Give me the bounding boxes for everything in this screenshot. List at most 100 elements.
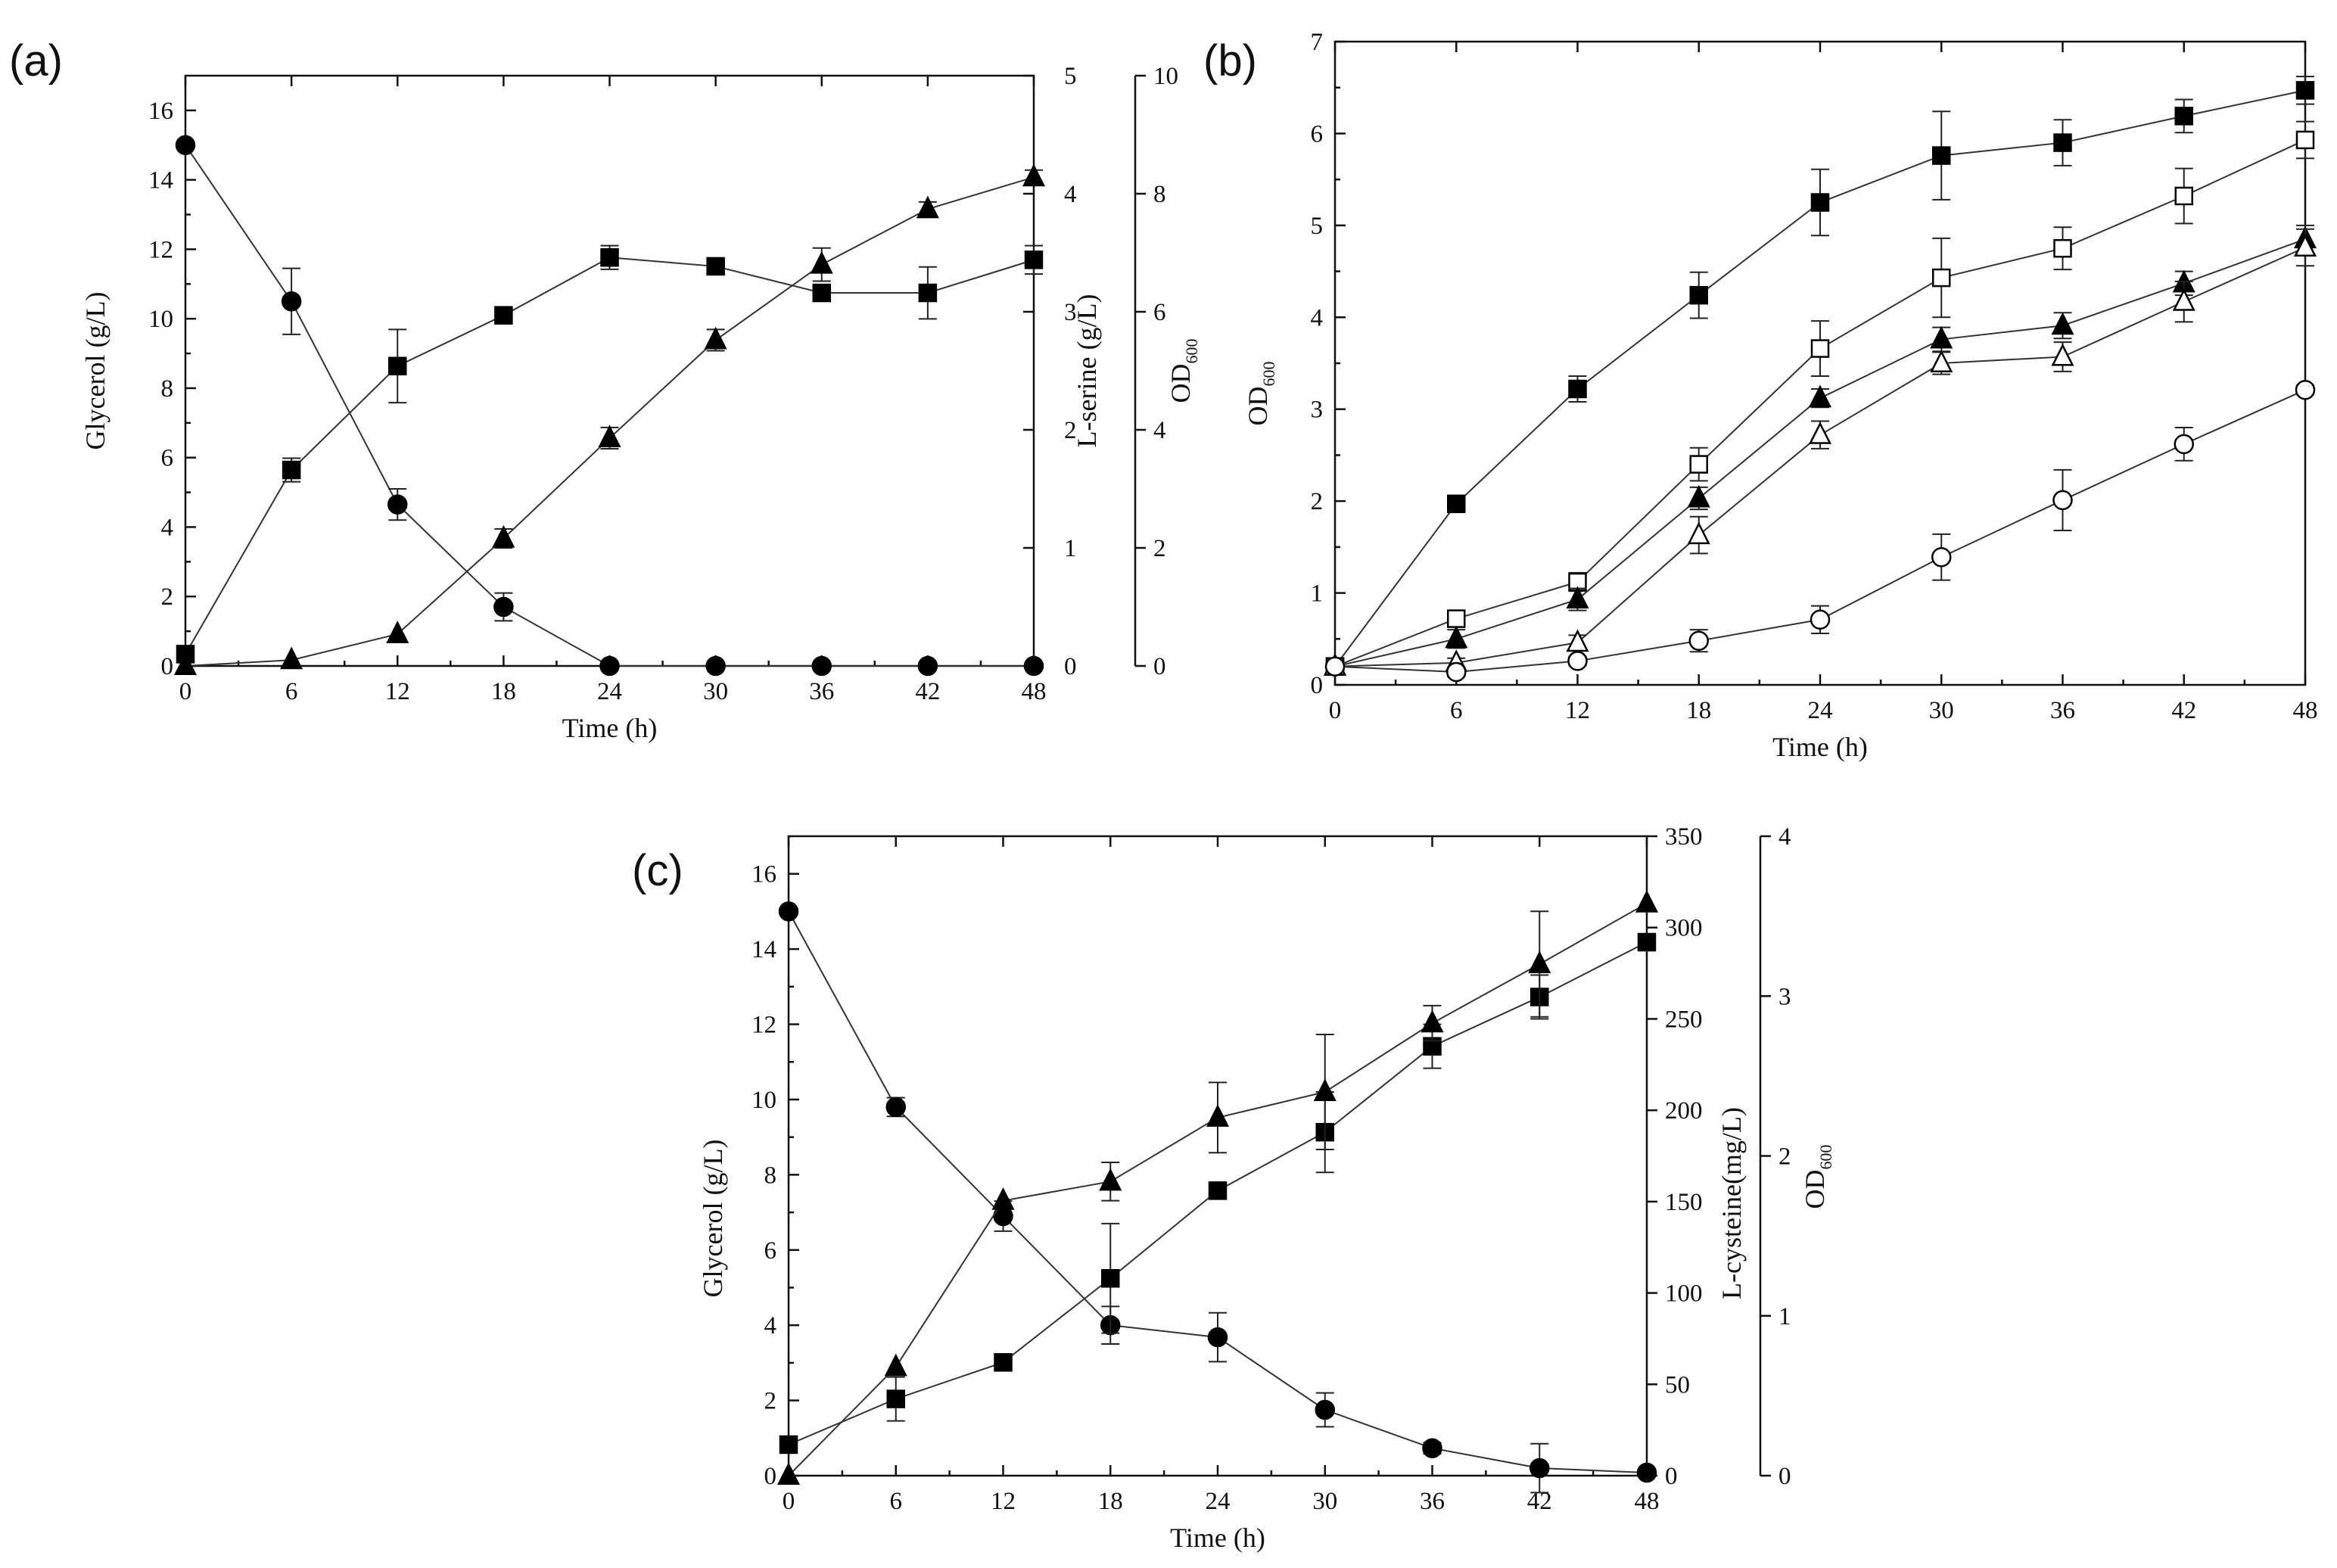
y-tick-label: 12 xyxy=(148,236,173,263)
y-tick-label: 16 xyxy=(752,861,776,888)
x-tick-label: 30 xyxy=(1929,697,1954,724)
y-tick-label: 2 xyxy=(161,583,174,611)
data-point xyxy=(778,901,799,922)
x-axis-title: Time (h) xyxy=(1772,732,1868,762)
data-point xyxy=(1099,1168,1122,1191)
data-point xyxy=(493,596,514,618)
y-tick-label-right2: 2 xyxy=(1778,1143,1791,1171)
data-point xyxy=(280,646,303,670)
data-point xyxy=(1932,268,1951,288)
data-point xyxy=(1689,455,1708,474)
data-point xyxy=(492,524,515,548)
data-point xyxy=(2293,234,2317,257)
data-point xyxy=(918,283,938,303)
y-tick-label: 5 xyxy=(1311,213,1324,240)
data-point xyxy=(917,655,938,677)
data-point xyxy=(1101,1269,1120,1288)
data-point xyxy=(1932,146,1951,165)
x-tick-label: 0 xyxy=(179,678,192,705)
data-point xyxy=(1324,656,1346,677)
data-point xyxy=(1208,1181,1228,1200)
data-point xyxy=(886,1389,905,1408)
y-axis-title-right1: L-serine (g/L) xyxy=(1072,294,1102,448)
y-tick-label-right1: 5 xyxy=(1064,63,1077,90)
data-point xyxy=(2174,186,2193,206)
data-point xyxy=(388,356,407,376)
data-point xyxy=(811,655,832,677)
x-tick-label: 0 xyxy=(783,1488,795,1515)
data-point xyxy=(494,306,513,325)
y-tick-label-right1: 300 xyxy=(1665,915,1703,942)
x-tick-label: 18 xyxy=(1686,697,1711,724)
x-tick-label: 36 xyxy=(809,678,834,705)
data-point xyxy=(1421,1010,1444,1033)
x-tick-label: 0 xyxy=(1329,697,1342,724)
y-axis-title-left: Glycerol (g/L) xyxy=(80,292,110,450)
data-point xyxy=(1446,661,1467,683)
y-axis-title-left: Glycerol (g/L) xyxy=(698,1140,728,1298)
x-tick-label: 6 xyxy=(890,1488,903,1515)
y-tick-label-right1: 50 xyxy=(1665,1371,1690,1398)
y-tick-label-right1: 1 xyxy=(1064,535,1077,562)
y-tick-label-right2: 0 xyxy=(1153,653,1166,680)
y-tick-label: 6 xyxy=(1311,120,1324,148)
data-point xyxy=(1637,932,1657,952)
data-point xyxy=(2053,133,2072,152)
y-tick-label: 10 xyxy=(752,1087,776,1114)
y-tick-label-right1: 200 xyxy=(1665,1097,1703,1125)
y-axis-title-subscript: 600 xyxy=(1259,362,1278,387)
y-axis-title-right1: L-cysteine(mg/L) xyxy=(1716,1107,1747,1299)
series-l-serine xyxy=(173,163,1046,676)
data-point xyxy=(1688,630,1709,651)
y-tick-label-right2: 10 xyxy=(1153,63,1178,90)
y-tick-label-right1: 350 xyxy=(1665,823,1703,851)
x-tick-label: 18 xyxy=(491,678,516,705)
y-tick-label: 4 xyxy=(161,514,174,541)
data-point xyxy=(779,1435,798,1454)
y-tick-label-right1: 100 xyxy=(1665,1280,1703,1308)
y-tick-label-right2: 3 xyxy=(1778,983,1791,1010)
data-point xyxy=(281,291,302,312)
y-tick-label-right2: 6 xyxy=(1153,299,1166,326)
data-point xyxy=(1810,609,1831,630)
data-point xyxy=(776,1462,801,1486)
series-line xyxy=(1334,247,2306,667)
y-tick-label: 12 xyxy=(752,1012,776,1039)
data-point xyxy=(916,195,939,219)
data-point xyxy=(1687,521,1710,545)
data-point xyxy=(1689,285,1708,305)
data-point xyxy=(2174,434,2194,455)
data-point xyxy=(1313,1078,1337,1102)
panel-label: (b) xyxy=(1203,36,1257,86)
series-open-circle xyxy=(1324,379,2316,683)
data-point xyxy=(1930,350,1953,373)
series-l-cysteine xyxy=(779,932,1657,1454)
y-axis-title-right2: OD600 xyxy=(1800,1145,1835,1209)
data-point xyxy=(598,425,621,447)
y-tick-label-right2: 1 xyxy=(1778,1303,1791,1330)
y-tick-label-right1: 0 xyxy=(1665,1463,1678,1490)
data-point xyxy=(706,257,725,276)
data-point xyxy=(1207,1327,1228,1348)
y-tick-label-right2: 8 xyxy=(1153,181,1166,208)
y-tick-label-right2: 2 xyxy=(1153,535,1166,562)
x-tick-label: 48 xyxy=(2293,697,2318,724)
x-tick-label: 18 xyxy=(1098,1488,1123,1515)
x-tick-label: 24 xyxy=(597,678,622,705)
data-point xyxy=(704,326,727,350)
data-point xyxy=(1447,609,1466,628)
y-tick-label: 6 xyxy=(764,1237,777,1265)
series-glycerol xyxy=(175,135,1044,677)
y-tick-label: 2 xyxy=(764,1388,777,1415)
plot-frame xyxy=(787,835,1648,1477)
y-tick-label: 0 xyxy=(764,1463,777,1490)
data-point xyxy=(885,1097,906,1118)
data-point xyxy=(1529,1458,1550,1479)
panel-label: (c) xyxy=(632,846,683,895)
y-tick-label-right1: 0 xyxy=(1064,653,1077,680)
y-axis-title-subscript: 600 xyxy=(1816,1145,1835,1170)
x-tick-label: 42 xyxy=(2171,697,2196,724)
data-point xyxy=(2051,312,2074,335)
